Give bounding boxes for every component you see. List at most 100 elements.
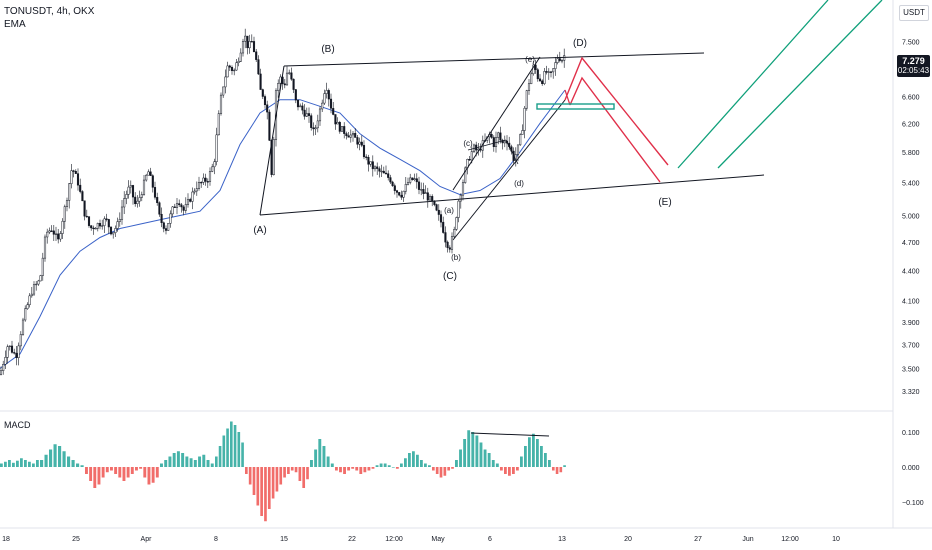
- candle-body: [57, 233, 60, 240]
- candle-body: [369, 161, 372, 165]
- macd-histogram-bar: [371, 467, 375, 469]
- candle-body: [224, 76, 227, 88]
- macd-histogram-bar: [314, 449, 318, 467]
- macd-histogram-bar: [559, 467, 563, 473]
- candle-body: [294, 89, 297, 101]
- candle-body: [387, 173, 390, 178]
- wave-label-C: (C): [443, 271, 457, 282]
- macd-histogram-bar: [49, 449, 53, 467]
- candle-body: [277, 83, 280, 91]
- candle-body: [336, 122, 339, 125]
- candle-body: [228, 65, 231, 68]
- candle-body: [261, 89, 264, 97]
- candle-body: [461, 182, 465, 196]
- candle-body: [367, 157, 370, 165]
- macd-histogram-bar: [126, 467, 130, 478]
- candle-body: [96, 223, 99, 229]
- candle-body: [299, 105, 302, 108]
- macd-histogram-bar: [252, 467, 256, 495]
- macd-histogram-bar: [114, 467, 118, 474]
- time-tick-label: 6: [488, 536, 492, 543]
- candle-body: [2, 364, 5, 371]
- candle-body: [125, 194, 128, 199]
- candle-body: [316, 120, 319, 129]
- macd-histogram-bar: [193, 460, 197, 467]
- candle-body: [503, 140, 506, 144]
- macd-histogram-bar: [479, 442, 483, 467]
- candle-body: [464, 167, 467, 183]
- candle-body: [52, 230, 55, 235]
- candle-body: [76, 173, 80, 186]
- candle-body: [285, 72, 289, 86]
- candle-body: [424, 192, 427, 194]
- candle-body: [532, 64, 535, 75]
- candle-body: [114, 228, 117, 233]
- price-tick-label: 7.500: [902, 40, 920, 47]
- candle-body: [378, 168, 381, 172]
- candle-body: [217, 113, 220, 136]
- candle-body: [59, 233, 62, 240]
- macd-divergence-line: [470, 432, 550, 437]
- candle-body: [437, 209, 440, 215]
- macd-histogram-bar: [383, 463, 387, 467]
- macd-histogram-bar: [44, 454, 48, 467]
- candle-body: [248, 41, 251, 49]
- candle-body: [409, 177, 412, 183]
- candle-body: [19, 334, 22, 347]
- macd-histogram-bar: [155, 467, 159, 478]
- macd-histogram-bar: [32, 463, 35, 467]
- macd-histogram-bar: [487, 453, 491, 467]
- candle-body: [191, 191, 194, 202]
- candle-body: [310, 115, 313, 128]
- candle-body: [94, 228, 97, 230]
- wave-label-a: (a): [444, 206, 454, 215]
- macd-histogram-bar: [164, 460, 168, 467]
- macd-histogram-bar: [168, 456, 172, 467]
- candle-body: [32, 284, 36, 295]
- macd-histogram-bar: [467, 430, 471, 467]
- macd-histogram-bar: [339, 467, 342, 473]
- candle-body: [538, 78, 542, 82]
- candle-body: [13, 352, 16, 354]
- time-tick-label: Apr: [141, 536, 153, 543]
- candle-body: [195, 188, 198, 192]
- candle-body: [81, 191, 84, 202]
- macd-histogram-bar: [424, 463, 427, 467]
- candle-body: [552, 68, 555, 73]
- macd-histogram-bar: [416, 454, 419, 467]
- candle-body: [246, 35, 249, 49]
- ema-indicator-label[interactable]: EMA: [4, 19, 26, 30]
- macd-histogram-bar: [375, 465, 379, 467]
- macd-histogram-bar: [400, 463, 403, 467]
- macd-histogram-bar: [343, 467, 346, 474]
- candle-body: [226, 65, 229, 78]
- price-tick-label: 4.100: [902, 299, 920, 306]
- candle-body: [164, 228, 168, 231]
- channel-upper-line: [452, 56, 541, 191]
- candle-body: [492, 137, 495, 148]
- candle-body: [283, 83, 286, 86]
- macd-histogram-bar: [347, 467, 351, 471]
- candle-body: [92, 227, 95, 230]
- candle-body: [72, 170, 75, 172]
- macd-histogram-bar: [130, 467, 134, 474]
- macd-histogram-bar: [532, 433, 535, 467]
- candle-body: [173, 206, 176, 208]
- candle-body: [151, 175, 154, 188]
- macd-histogram-bar: [483, 449, 487, 467]
- macd-histogram-bar: [351, 467, 355, 469]
- candle-body: [521, 130, 524, 135]
- currency-unit-button[interactable]: USDT: [899, 5, 929, 21]
- macd-histogram-bar: [189, 458, 193, 467]
- macd-title[interactable]: MACD: [4, 420, 31, 430]
- candle-body: [365, 156, 368, 158]
- candle-body: [406, 182, 410, 185]
- macd-histogram-bar: [326, 456, 330, 467]
- symbol-title[interactable]: TONUSDT, 4h, OKX: [4, 6, 95, 17]
- macd-histogram-bar: [16, 460, 19, 467]
- ema-layer: [0, 89, 566, 369]
- candle-body: [136, 200, 139, 205]
- axes-layer: 8.0007.5007.0006.6006.2005.8005.4005.000…: [2, 12, 924, 543]
- macd-histogram-bar: [256, 467, 260, 506]
- macd-histogram-bar: [404, 458, 407, 467]
